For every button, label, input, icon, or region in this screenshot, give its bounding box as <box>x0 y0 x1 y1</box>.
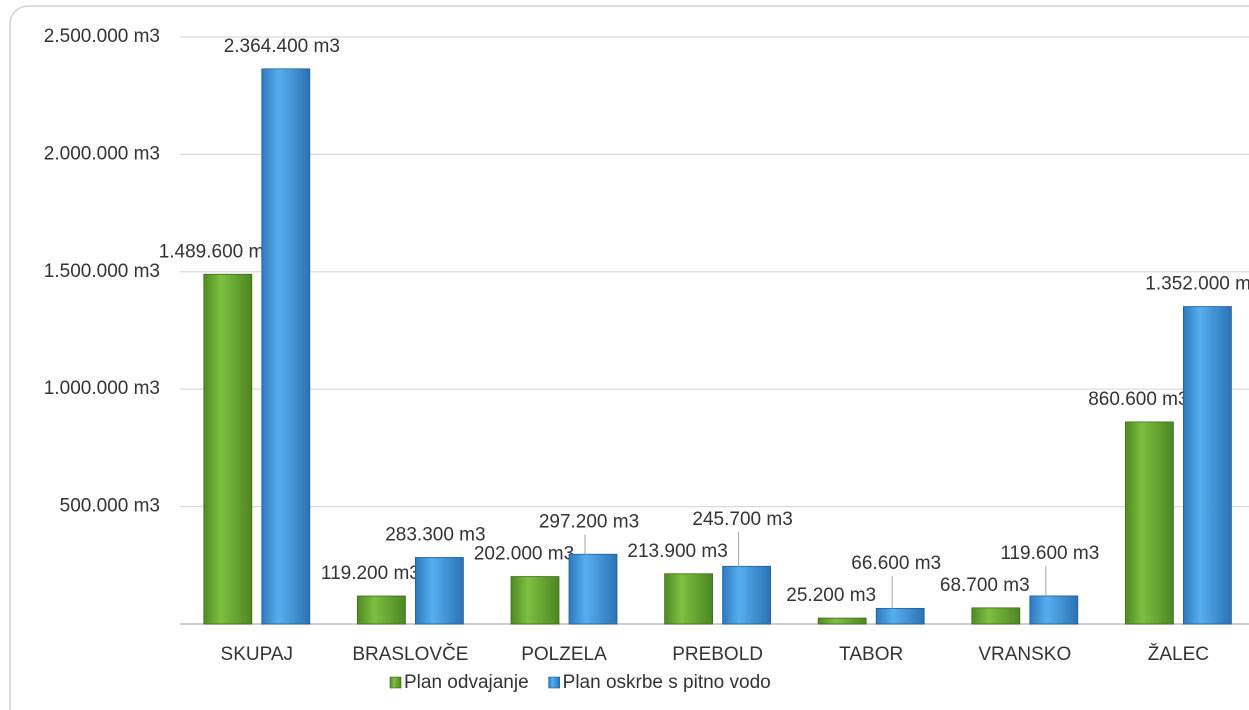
y-tick-label: 2.500.000 m3 <box>44 26 160 47</box>
bar <box>664 573 713 625</box>
data-label: 68.700 m3 <box>940 575 1030 596</box>
x-tick-label: ŽALEC <box>1148 643 1209 665</box>
data-label: 119.600 m3 <box>1000 543 1099 564</box>
bar <box>414 557 464 625</box>
data-label: 1.489.600 m3 <box>159 241 275 262</box>
y-tick-label: 2.000.000 m3 <box>44 143 160 164</box>
x-tick-label: PREBOLD <box>672 644 763 665</box>
data-label: 860.600 m3 <box>1088 389 1188 410</box>
bar <box>1029 595 1079 625</box>
bar <box>875 607 925 625</box>
x-tick-label: TABOR <box>839 644 903 665</box>
legend-label: Plan odvajanje <box>404 672 529 693</box>
x-tick-label: POLZELA <box>521 644 607 665</box>
bar <box>971 607 1021 625</box>
bar <box>1125 421 1174 625</box>
legend-swatch <box>389 676 402 689</box>
bar <box>568 553 618 625</box>
y-tick-label: 1.500.000 m3 <box>44 261 160 282</box>
y-tick-label: 500.000 m3 <box>60 496 160 517</box>
data-label: 25.200 m3 <box>786 585 876 606</box>
legend-swatch <box>548 676 560 689</box>
bar <box>817 617 867 625</box>
data-label: 1.352.000 m3 <box>1145 274 1249 295</box>
x-tick-label: BRASLOVČE <box>352 643 468 665</box>
bar <box>261 68 311 625</box>
data-label: 2.364.400 m3 <box>224 36 340 57</box>
x-tick-label: SKUPAJ <box>221 644 294 665</box>
data-label: 283.300 m3 <box>385 524 485 545</box>
x-tick-label: VRANSKO <box>978 644 1071 665</box>
chart-frame <box>9 5 1249 710</box>
y-tick-label: 1.000.000 m3 <box>44 378 160 399</box>
bar <box>1183 306 1232 625</box>
bar <box>722 565 771 625</box>
data-label: 66.600 m3 <box>851 553 941 574</box>
legend-label: Plan oskrbe s pitno vodo <box>563 672 771 693</box>
data-label: 202.000 m3 <box>474 544 574 565</box>
data-label: 213.900 m3 <box>627 541 727 562</box>
bar <box>356 595 406 625</box>
bar <box>203 273 253 625</box>
data-label: 245.700 m3 <box>692 509 792 530</box>
bar <box>510 576 560 625</box>
data-label: 297.200 m3 <box>539 512 639 533</box>
data-label: 119.200 m3 <box>321 563 420 584</box>
